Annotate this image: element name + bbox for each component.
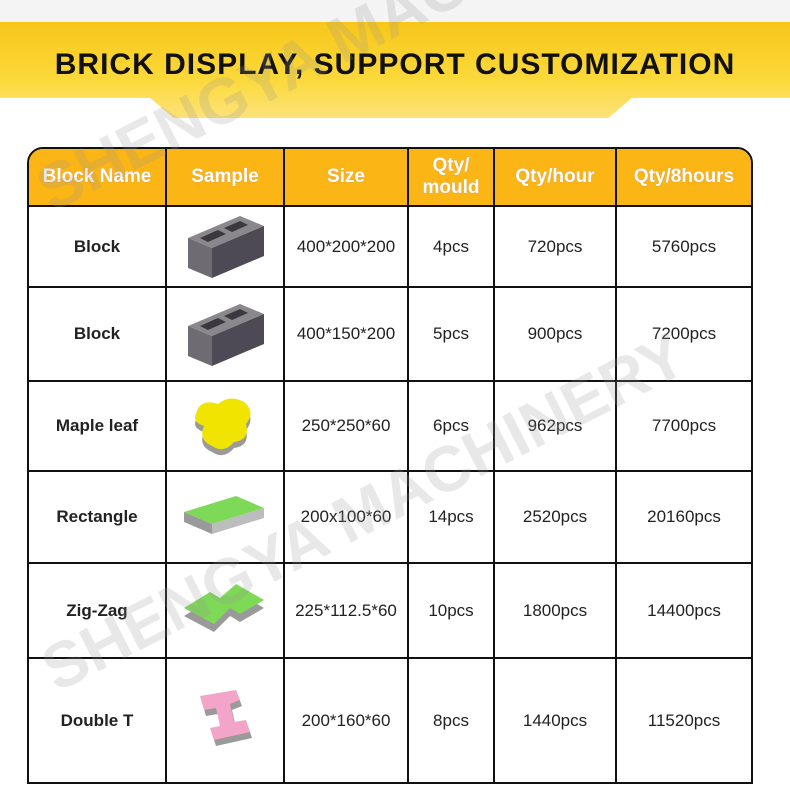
qty-hour: 1800pcs [495,564,617,659]
block-name: Block [29,207,167,288]
qty-mould: 8pcs [409,659,495,782]
block-name: Block [29,288,167,382]
block-name: Zig-Zag [29,564,167,659]
block-name: Double T [29,659,167,782]
table-row: Maple leaf 250*250*60 6pcs 962pcs 7700pc… [29,382,751,472]
qty-mould: 6pcs [409,382,495,472]
sample-image [167,288,285,382]
size: 250*250*60 [285,382,409,472]
size: 400*150*200 [285,288,409,382]
top-band [0,0,790,22]
qty-mould: 4pcs [409,207,495,288]
table-row: Block 400*200*200 4pcs 720pcs 5760pcs [29,207,751,288]
block-name: Rectangle [29,472,167,564]
banner-title: BRICK DISPLAY, SUPPORT CUSTOMIZATION [54,48,736,81]
header-block-name: Block Name [29,149,167,207]
qty-8hours: 7700pcs [617,382,751,472]
size: 200x100*60 [285,472,409,564]
sample-image [167,207,285,288]
table-row: Block 400*150*200 5pcs 900pcs 7200pcs [29,288,751,382]
qty-mould: 14pcs [409,472,495,564]
size: 400*200*200 [285,207,409,288]
qty-hour: 962pcs [495,382,617,472]
header-qty-mould: Qty/ mould [409,149,495,207]
table-row: Double T 200*160*60 8pcs 1440pcs 11520pc… [29,659,751,782]
sample-image [167,382,285,472]
qty-8hours: 7200pcs [617,288,751,382]
qty-mould: 10pcs [409,564,495,659]
size: 225*112.5*60 [285,564,409,659]
sample-image [167,659,285,782]
header-size: Size [285,149,409,207]
brick-table: Block Name Sample Size Qty/ mould Qty/ho… [27,147,753,784]
sample-image [167,564,285,659]
header-qty-8hours: Qty/8hours [617,149,751,207]
qty-hour: 900pcs [495,288,617,382]
qty-hour: 720pcs [495,207,617,288]
header-qty-hour: Qty/hour [495,149,617,207]
sample-image [167,472,285,564]
qty-8hours: 20160pcs [617,472,751,564]
qty-8hours: 11520pcs [647,710,721,730]
qty-8hours: 14400pcs [617,564,751,659]
qty-hour: 1440pcs [495,659,617,782]
block-name: Maple leaf [29,382,167,472]
qty-mould: 5pcs [409,288,495,382]
header-sample: Sample [167,149,285,207]
qty-8hours: 5760pcs [617,207,751,288]
size: 200*160*60 [285,659,409,782]
qty-hour: 2520pcs [495,472,617,564]
table-row: Rectangle 200x100*60 14pcs 2520pcs 20160… [29,472,751,564]
header-row: Block Name Sample Size Qty/ mould Qty/ho… [29,149,751,207]
table-row: Zig-Zag 225*112.5*60 10pcs 1800pcs 14400… [29,564,751,659]
